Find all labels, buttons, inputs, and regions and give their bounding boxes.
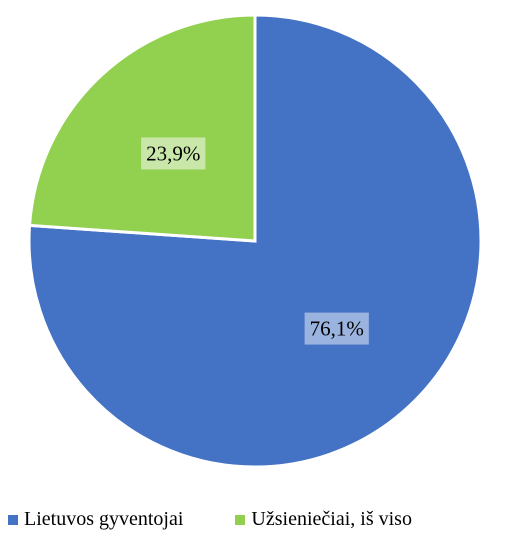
legend-swatch-uzsieniečiai: [235, 514, 246, 525]
data-label-background: [141, 137, 206, 170]
pie-slice-uzsienieciai: [27, 13, 257, 243]
legend: Lietuvos gyventojai Užsieniečiai, iš vis…: [8, 508, 412, 531]
data-label-lietuvos-gyventojai: 76,1%: [304, 312, 369, 345]
legend-item-uzsieniečiai: Užsieniečiai, iš viso: [235, 508, 412, 531]
pie-data-labels: 76,1% 23,9%: [141, 137, 369, 345]
pie-slice-lietuvos-gyventojai: [27, 13, 483, 469]
legend-label-uzsieniečiai: Užsieniečiai, iš viso: [251, 508, 412, 530]
data-label-text: 76,1%: [310, 317, 364, 341]
data-label-text: 23,9%: [146, 141, 200, 165]
legend-swatch-lietuvos-gyventojai: [8, 514, 18, 525]
pie-slices: [27, 13, 483, 469]
data-label-background: [304, 312, 369, 345]
data-label-uzsienieciai: 23,9%: [141, 137, 206, 170]
legend-label-lietuvos-gyventojai: Lietuvos gyventojai: [24, 508, 184, 530]
legend-item-lietuvos-gyventojai: Lietuvos gyventojai: [8, 508, 183, 531]
